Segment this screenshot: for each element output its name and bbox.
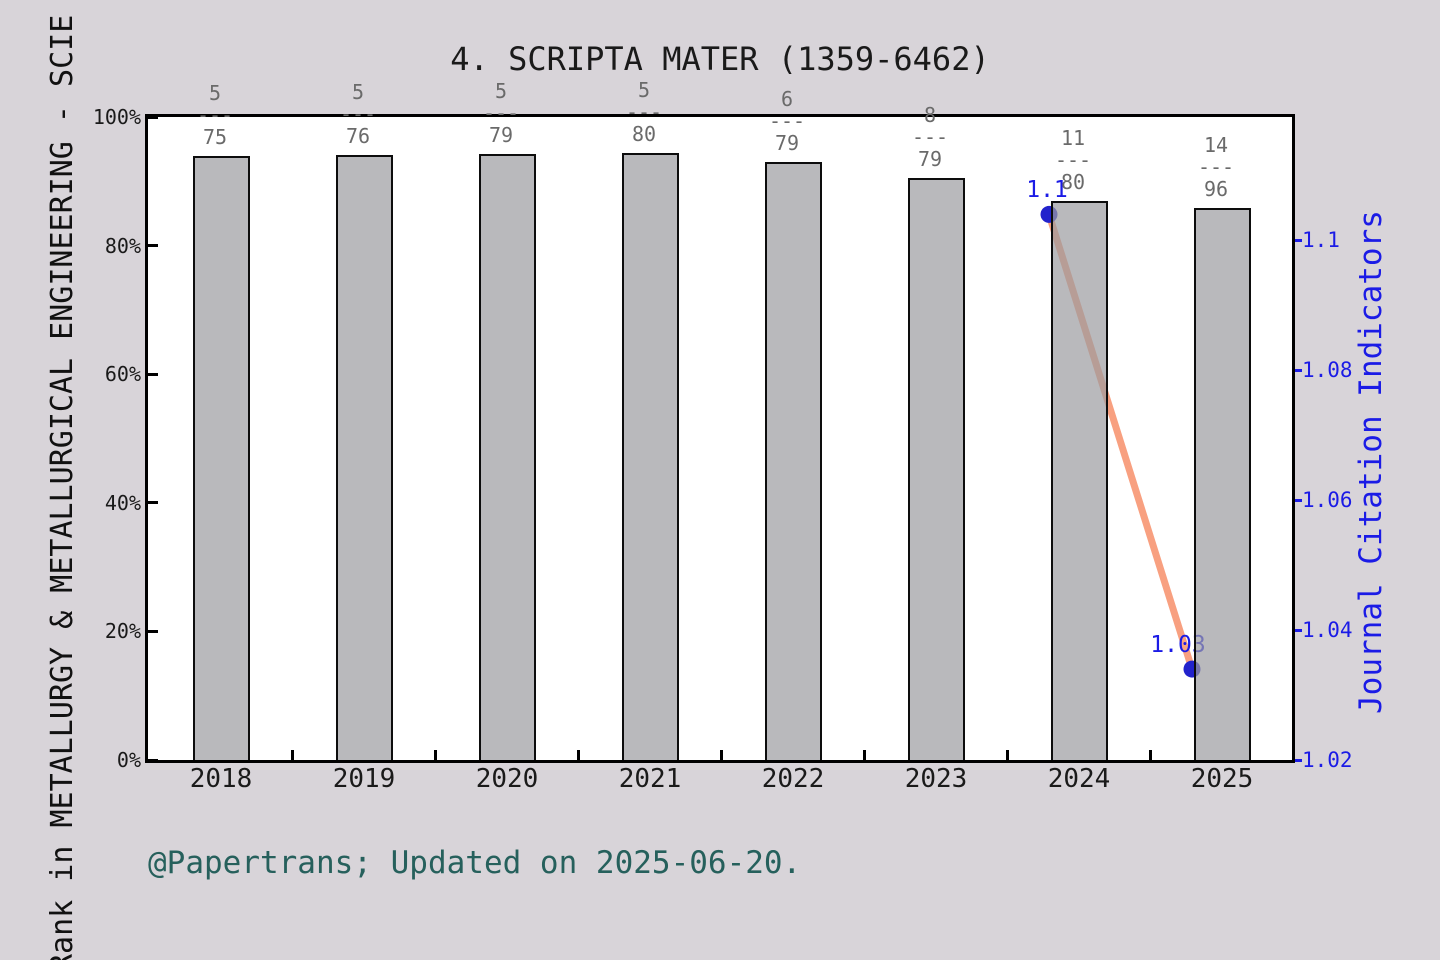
plot-area: 1.1 1.03 bbox=[148, 115, 1302, 762]
jci-value-label-2024: 1.1 bbox=[1026, 177, 1068, 204]
left-tick-label-80%: 80% bbox=[104, 233, 141, 258]
x-tick-label-2018: 2018 bbox=[189, 764, 253, 794]
jci-line-layer bbox=[1040, 205, 1201, 678]
bar-2024 bbox=[1050, 201, 1108, 760]
bar-2025 bbox=[1193, 207, 1251, 760]
x-tick-label-2019: 2019 bbox=[332, 764, 396, 794]
left-tick-label-60%: 60% bbox=[104, 362, 141, 387]
right-tick-label-1.1: 1.1 bbox=[1302, 228, 1340, 253]
right-tick-label-1.02: 1.02 bbox=[1302, 748, 1353, 772]
x-tick-label-2025: 2025 bbox=[1190, 764, 1254, 794]
right-tick-label-1.08: 1.08 bbox=[1302, 358, 1353, 383]
x-minor-tick bbox=[577, 750, 580, 760]
bar-2018 bbox=[192, 155, 250, 760]
right-axis-tick bbox=[1295, 238, 1302, 242]
bar-2019 bbox=[335, 154, 393, 760]
left-tick-label-0%: 0% bbox=[116, 748, 141, 772]
left-axis-tick bbox=[148, 244, 158, 248]
x-tick-label-2020: 2020 bbox=[475, 764, 539, 794]
rank-fraction-2023: 8 --- 79 bbox=[911, 103, 949, 172]
x-tick-label-2023: 2023 bbox=[904, 764, 968, 794]
x-minor-tick bbox=[434, 750, 437, 760]
x-minor-tick bbox=[863, 750, 866, 760]
bar-2023 bbox=[907, 178, 965, 760]
right-axis-tick bbox=[1295, 368, 1302, 372]
bar-2022 bbox=[764, 162, 822, 760]
attribution-footer: @Papertrans; Updated on 2025-06-20. bbox=[148, 845, 802, 881]
bar-2020 bbox=[478, 153, 536, 760]
rank-fraction-2022: 6 --- 79 bbox=[768, 87, 806, 155]
right-axis-tick bbox=[1295, 758, 1302, 762]
right-tick-label-1.04: 1.04 bbox=[1302, 618, 1353, 643]
x-tick-label-2022: 2022 bbox=[761, 764, 825, 794]
right-axis-title: Journal Citation Indicators bbox=[1353, 210, 1389, 714]
rank-fraction-2024: 11 --- 80 bbox=[1054, 126, 1092, 195]
left-tick-label-20%: 20% bbox=[104, 619, 141, 644]
left-axis-tick bbox=[148, 629, 158, 633]
left-tick-label-40%: 40% bbox=[104, 490, 141, 515]
right-axis-tick bbox=[1295, 498, 1302, 502]
left-axis-tick bbox=[148, 758, 158, 762]
left-axis-tick bbox=[148, 501, 158, 505]
left-axis-tick bbox=[148, 372, 158, 376]
x-minor-tick bbox=[291, 750, 294, 760]
x-tick-label-2024: 2024 bbox=[1047, 764, 1111, 794]
right-tick-label-1.06: 1.06 bbox=[1302, 488, 1353, 513]
rank-fraction-2019: 5 --- 76 bbox=[339, 79, 377, 148]
x-tick-label-2021: 2021 bbox=[618, 764, 682, 794]
rank-fraction-2020: 5 --- 79 bbox=[482, 78, 520, 147]
x-minor-tick bbox=[1149, 750, 1152, 760]
rank-fraction-2018: 5 --- 75 bbox=[196, 80, 234, 149]
left-axis-title: Rank in METALLURGY & METALLURGICAL ENGIN… bbox=[45, 14, 80, 960]
rank-fraction-2025: 14 --- 96 bbox=[1197, 132, 1235, 201]
left-axis-tick bbox=[148, 115, 158, 119]
x-minor-tick bbox=[720, 750, 723, 760]
right-axis-tick bbox=[1295, 628, 1302, 632]
chart-title: 4. SCRIPTA MATER (1359-6462) bbox=[450, 40, 990, 78]
rank-fraction-2021: 5 --- 80 bbox=[625, 78, 663, 146]
x-minor-tick bbox=[1006, 750, 1009, 760]
left-tick-label-100%: 100% bbox=[92, 105, 141, 129]
bar-2021 bbox=[621, 153, 679, 760]
